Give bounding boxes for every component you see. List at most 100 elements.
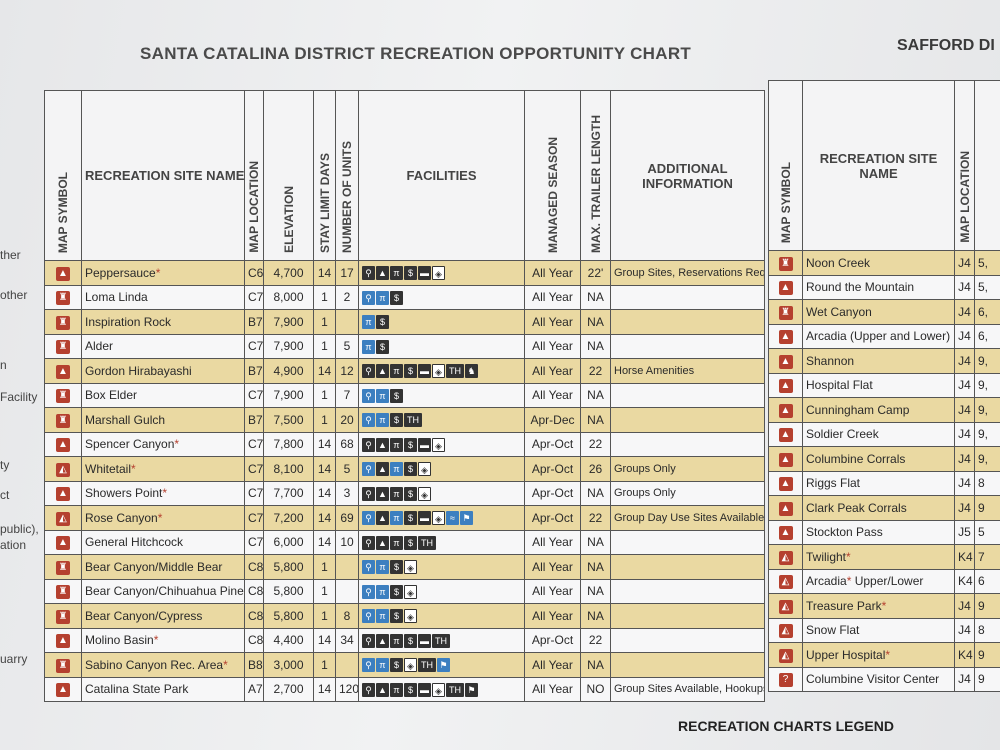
site-name: Bear Canyon/Middle Bear <box>85 559 223 574</box>
margin-text: other <box>0 288 28 302</box>
elevation-cell: 6, <box>974 323 1000 349</box>
site-name-cell: Treasure Park* <box>802 593 955 619</box>
info-cell <box>610 407 765 433</box>
margin-text: uarry <box>0 652 28 666</box>
facilities-cell: ⚲ ▲ π $ ▬ ◈ TH ♞ <box>358 358 525 384</box>
site-name: Shannon <box>806 353 855 368</box>
trailer-cell: NO <box>580 676 611 702</box>
site-name-cell: Riggs Flat <box>802 470 955 496</box>
stay-limit-cell: 1 <box>313 603 336 629</box>
facilities-cell: ⚲ ▲ π $ ▬ TH <box>358 627 525 653</box>
map-location-cell: B8 <box>244 652 264 678</box>
camp-symbol-icon: ▲ <box>56 683 70 698</box>
tent-icon: ▲ <box>376 364 389 379</box>
stay-limit-cell: 14 <box>313 627 336 653</box>
map-symbol-cell: ▲ <box>768 397 803 423</box>
margin-text: ty <box>0 458 10 472</box>
safford-header-map-symbol: MAP SYMBOL <box>768 80 803 251</box>
elevation-cell: 5,800 <box>263 578 314 604</box>
info-cell <box>610 309 765 335</box>
map-symbol-cell: ▲ <box>44 431 82 457</box>
table-icon: π <box>376 658 389 673</box>
group-symbol-icon: ◭ <box>778 599 793 614</box>
elevation-cell: 3,000 <box>263 652 314 678</box>
table-icon: π <box>390 437 403 452</box>
table-icon: π <box>390 511 403 526</box>
elevation-cell: 7,800 <box>263 431 314 457</box>
stay-limit-cell: 14 <box>313 480 336 506</box>
info-cell <box>610 627 765 653</box>
site-name-cell: Upper Hospital* <box>802 642 955 668</box>
table-row: ♜ Sabino Canyon Rec. Area* B8 3,000 1 ⚲ π $ ◈ TH ⚑… <box>44 652 765 678</box>
safford-table-row: ▲ Soldier Creek J4 9, <box>768 421 1000 447</box>
stay-limit-cell: 1 <box>313 554 336 580</box>
toilet-icon: ⚲ <box>362 437 375 452</box>
map-symbol-cell: ▲ <box>44 358 82 384</box>
fee-icon: $ <box>404 633 417 648</box>
header-season: MANAGED SEASON <box>524 90 581 261</box>
camp-symbol-icon: ▲ <box>56 266 70 281</box>
facilities-cell: ⚲ ▲ π $ ▬ ◈ <box>358 260 525 286</box>
header-units: NUMBER OF UNITS <box>335 90 359 261</box>
safford-table-row: ▲ Clark Peak Corrals J4 9 <box>768 495 1000 521</box>
trailer-cell: NA <box>580 480 611 506</box>
site-name: Hospital Flat <box>806 378 873 393</box>
toilet-icon: ⚲ <box>362 535 375 550</box>
camp-symbol-icon: ▲ <box>778 330 793 345</box>
header-stay-limit: STAY LIMIT DAYS <box>313 90 336 261</box>
stay-limit-cell: 14 <box>313 358 336 384</box>
map-location-cell: A7 <box>244 676 264 702</box>
trailer-cell: NA <box>580 554 611 580</box>
facilities-cell: ⚲ π $ <box>358 284 525 310</box>
map-symbol-cell: ♜ <box>768 299 803 325</box>
site-name: Stockton Pass <box>806 525 883 540</box>
map-symbol-cell: ▲ <box>44 529 82 555</box>
camp-symbol-icon: ▲ <box>778 354 793 369</box>
site-name-cell: Inspiration Rock <box>81 309 245 335</box>
site-name-cell: Noon Creek <box>802 250 955 276</box>
map-location-cell: B7 <box>244 407 264 433</box>
elevation-cell: 7,900 <box>263 309 314 335</box>
safford-table-row: ◭ Upper Hospital* K4 9 <box>768 642 1000 668</box>
map-location-cell: B7 <box>244 309 264 335</box>
table-row: ▲ Catalina State Park A7 2,700 14 120 ⚲ ▲ π $ ▬ ◈ TH… <box>44 676 765 702</box>
map-location-cell: J4 <box>954 495 975 521</box>
asterisk-mark: * <box>223 657 228 672</box>
table-icon: π <box>390 462 403 477</box>
table-icon: π <box>376 584 389 599</box>
water-icon: ◈ <box>432 511 445 526</box>
picnic-symbol-icon: ♜ <box>778 305 793 320</box>
stay-limit-cell: 14 <box>313 260 336 286</box>
fee-icon: $ <box>390 658 403 673</box>
season-cell: Apr-Oct <box>524 505 581 531</box>
fee-icon: $ <box>404 535 417 550</box>
safford-header-site-name: RECREATION SITE NAME <box>802 80 955 251</box>
info-cell <box>610 382 765 408</box>
camp-symbol-icon: ▲ <box>778 428 793 443</box>
map-symbol-cell: ▲ <box>768 348 803 374</box>
elevation-cell: 7,900 <box>263 382 314 408</box>
elevation-cell: 5,800 <box>263 554 314 580</box>
table-row: ▲ Molino Basin* C8 4,400 14 34 ⚲ ▲ π $ ▬ TH Apr-Oct 2… <box>44 627 765 653</box>
asterisk-mark: * <box>157 510 163 525</box>
map-location-cell: C7 <box>244 382 264 408</box>
table-icon: π <box>390 535 403 550</box>
map-symbol-cell: ◭ <box>768 544 803 570</box>
water-icon: ◈ <box>404 584 417 599</box>
site-name: Catalina State Park <box>85 682 189 697</box>
stay-limit-cell: 1 <box>313 578 336 604</box>
elevation-cell: 7,900 <box>263 333 314 359</box>
map-symbol-cell: ▲ <box>44 260 82 286</box>
site-name: Snow Flat <box>806 623 860 638</box>
hike-icon: ⚑ <box>437 658 450 673</box>
toilet-icon: ⚲ <box>362 462 375 477</box>
th-icon: TH <box>446 364 464 379</box>
units-cell: 5 <box>335 333 359 359</box>
elevation-cell: 6 <box>974 568 1000 594</box>
units-cell: 17 <box>335 260 359 286</box>
header-info: ADDITIONAL INFORMATION <box>610 90 765 261</box>
site-name-cell: Catalina State Park <box>81 676 245 702</box>
units-cell: 12 <box>335 358 359 384</box>
season-cell: All Year <box>524 676 581 702</box>
